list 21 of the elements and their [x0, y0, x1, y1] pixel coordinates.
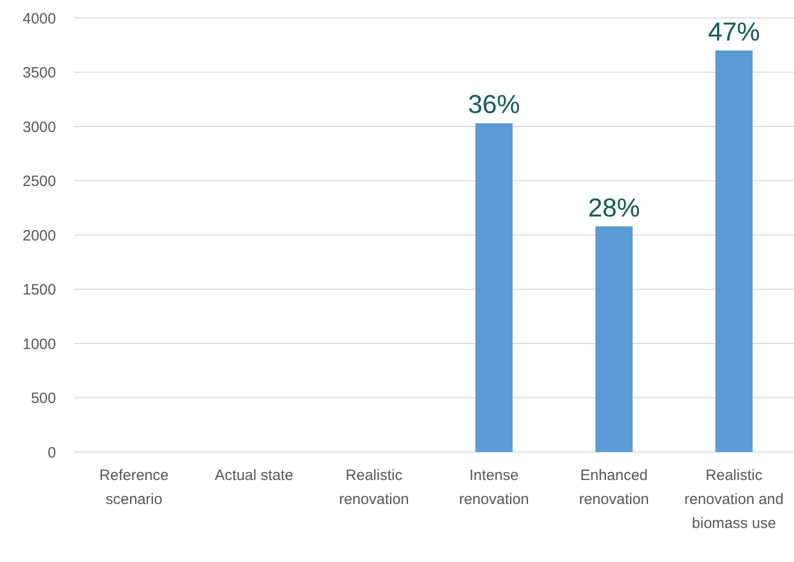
x-tick-label: Actual state: [214, 467, 294, 484]
y-tick-label: 1000: [22, 336, 56, 353]
annotation: 47%: [708, 16, 760, 47]
y-tick-label: 0: [48, 444, 56, 462]
y-tick-label: 3500: [22, 64, 56, 82]
bar: [475, 123, 513, 452]
bar: [595, 226, 633, 452]
x-tick-label: Reference scenario: [99, 467, 169, 508]
y-tick-label: 2000: [22, 227, 56, 244]
x-tick-label: Realistic renovation: [338, 467, 410, 508]
y-tick-label: 500: [30, 390, 56, 407]
y-tick-label: 4000: [22, 10, 56, 28]
y-tick-label: 2500: [22, 173, 56, 190]
y-tick-label: 3000: [22, 118, 56, 136]
annotation: 28%: [588, 192, 640, 222]
x-tick-label: Intense renovation: [458, 467, 530, 508]
y-tick-label: 1500: [22, 282, 56, 298]
bar: [715, 50, 753, 452]
x-tick-label: Realistic renovation and biomass use: [684, 467, 784, 532]
annotation: 36%: [468, 89, 520, 120]
x-tick-label: Enhanced renovation: [578, 467, 650, 508]
